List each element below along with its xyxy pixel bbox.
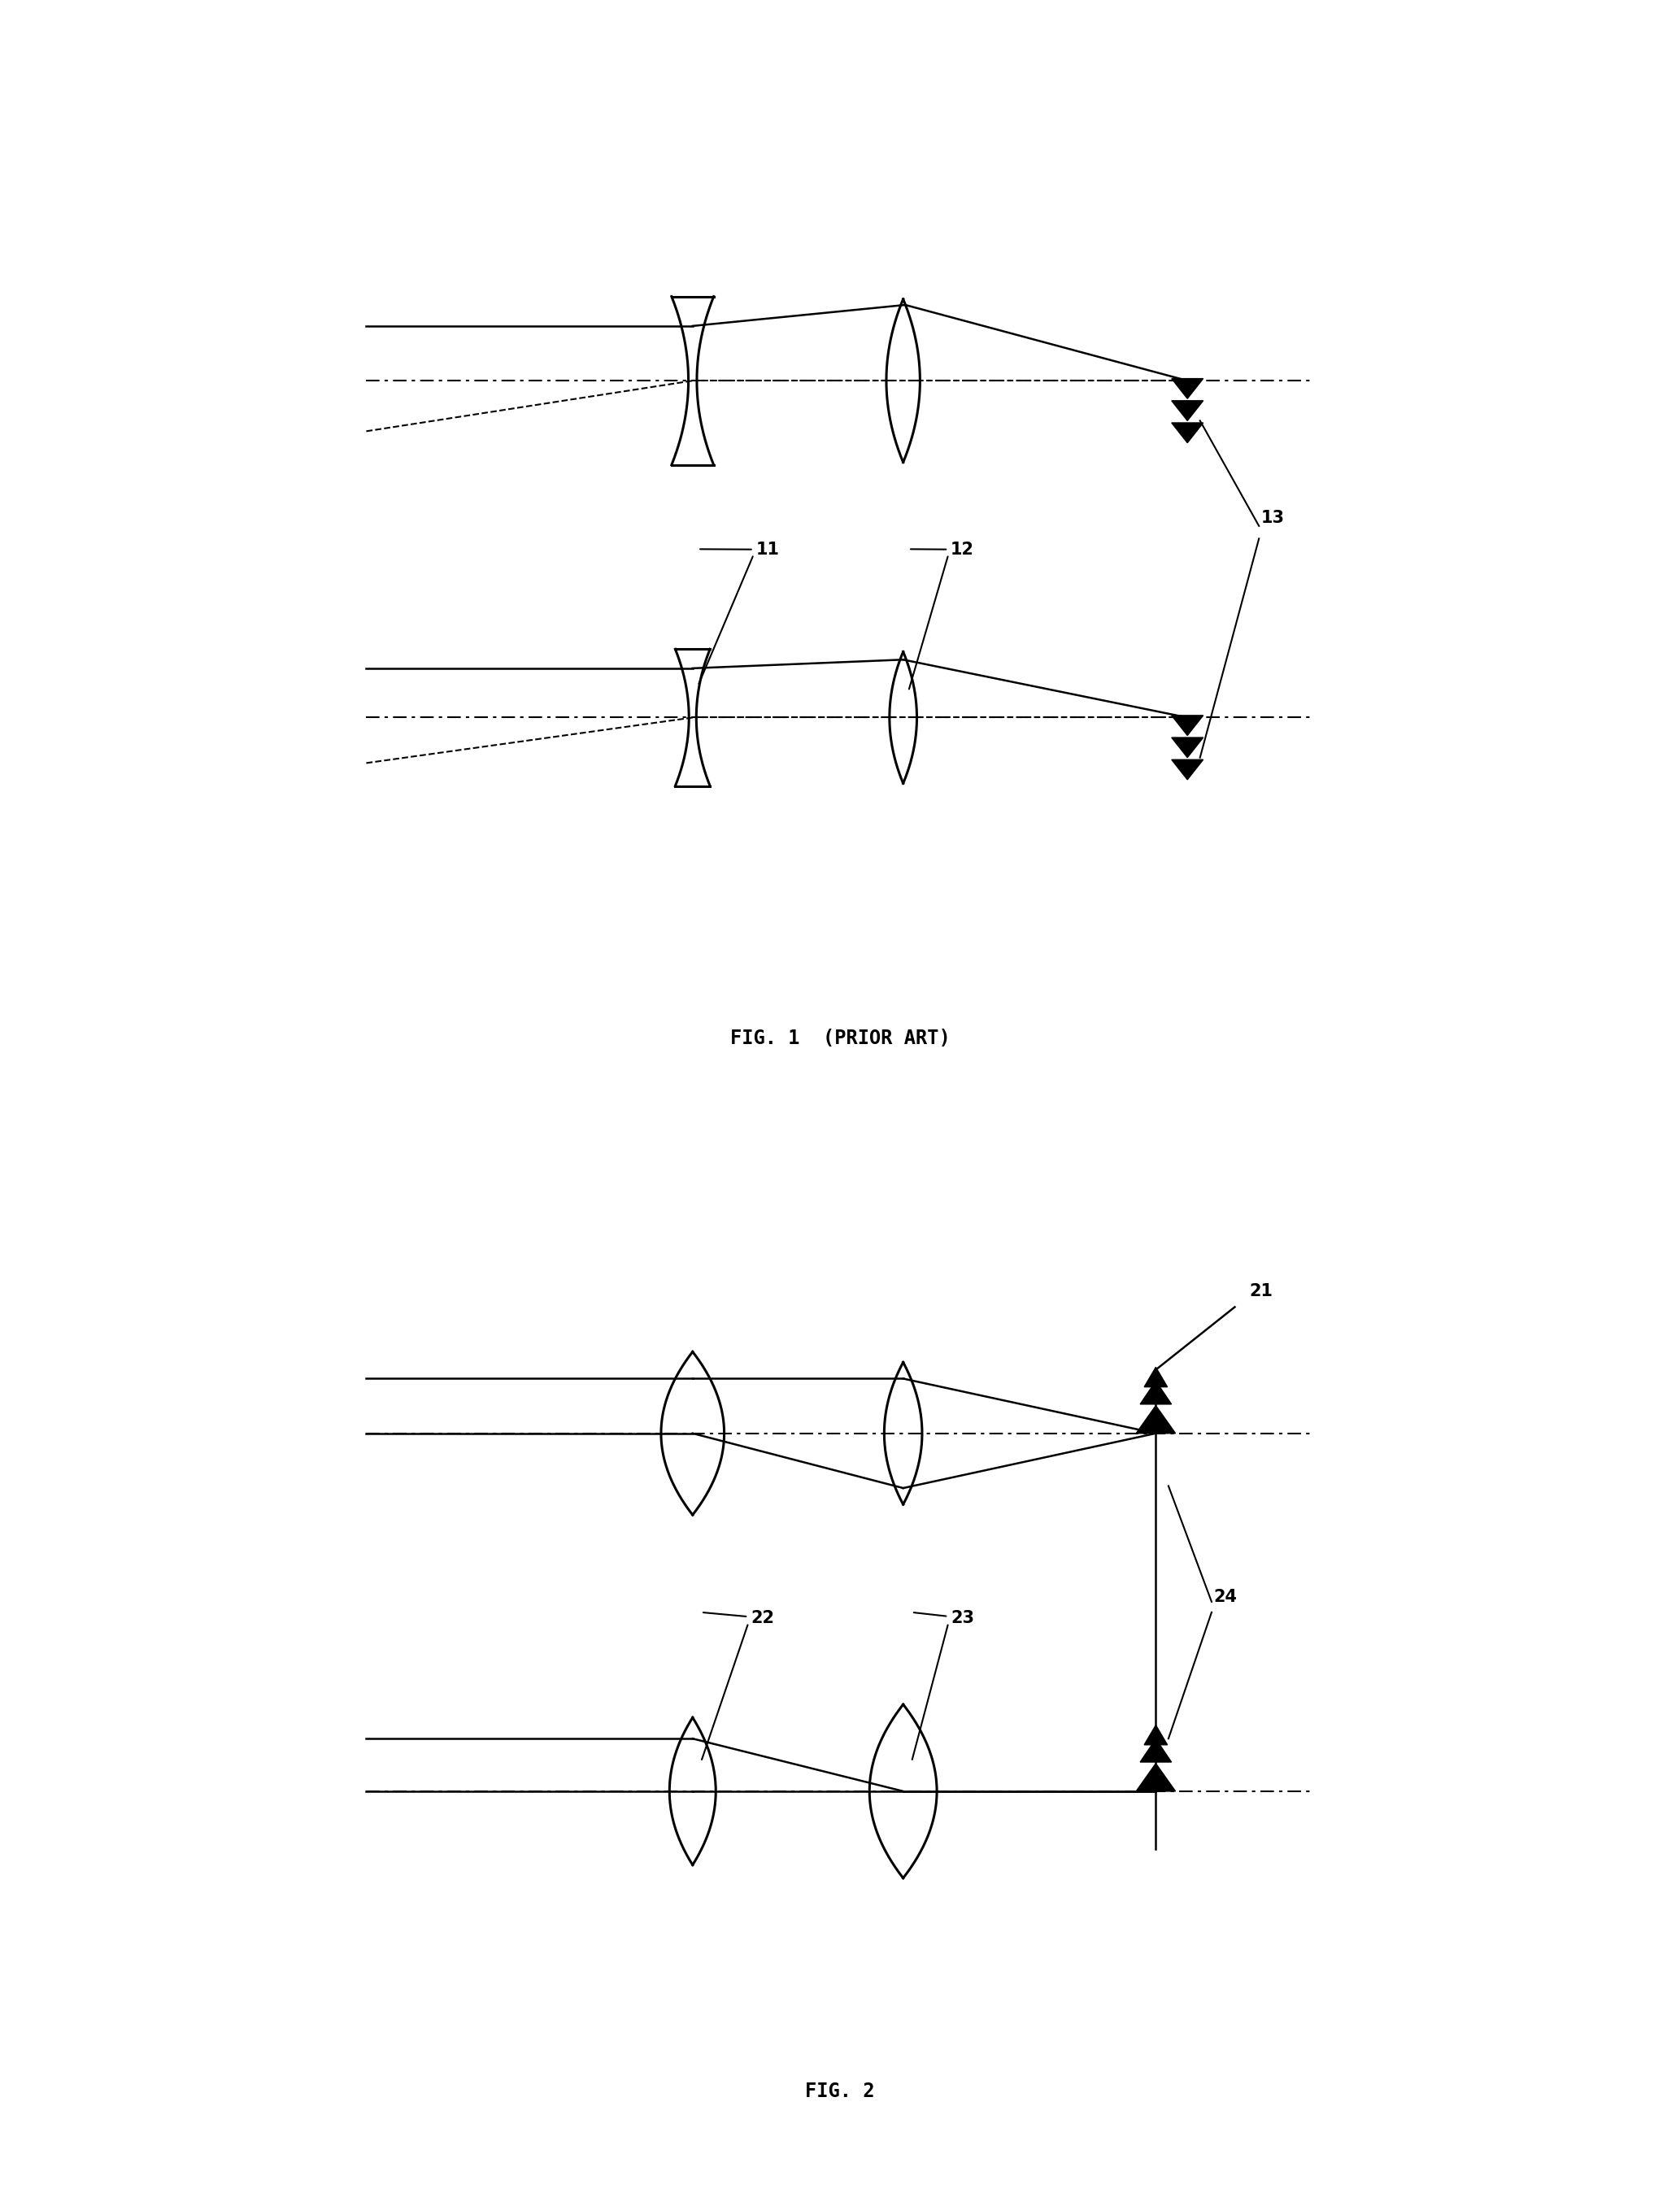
- Polygon shape: [1171, 759, 1203, 781]
- Polygon shape: [1136, 1763, 1176, 1792]
- Text: 23: 23: [914, 1610, 974, 1625]
- Polygon shape: [1171, 401, 1203, 421]
- Text: 21: 21: [1250, 1283, 1273, 1300]
- Text: 24: 24: [1213, 1588, 1236, 1605]
- Polygon shape: [1171, 737, 1203, 757]
- Text: 11: 11: [701, 542, 780, 557]
- Polygon shape: [1171, 715, 1203, 735]
- Polygon shape: [1136, 1406, 1176, 1434]
- Polygon shape: [1171, 379, 1203, 399]
- Text: FIG. 1  (PRIOR ART): FIG. 1 (PRIOR ART): [729, 1029, 951, 1048]
- Text: 22: 22: [704, 1610, 774, 1625]
- Text: 12: 12: [911, 542, 974, 557]
- Polygon shape: [1141, 1382, 1171, 1404]
- Polygon shape: [1141, 1739, 1171, 1761]
- Polygon shape: [1144, 1726, 1168, 1746]
- Text: FIG. 2: FIG. 2: [805, 2081, 875, 2101]
- Polygon shape: [1144, 1366, 1168, 1386]
- Text: 13: 13: [1262, 509, 1285, 526]
- Polygon shape: [1171, 423, 1203, 443]
